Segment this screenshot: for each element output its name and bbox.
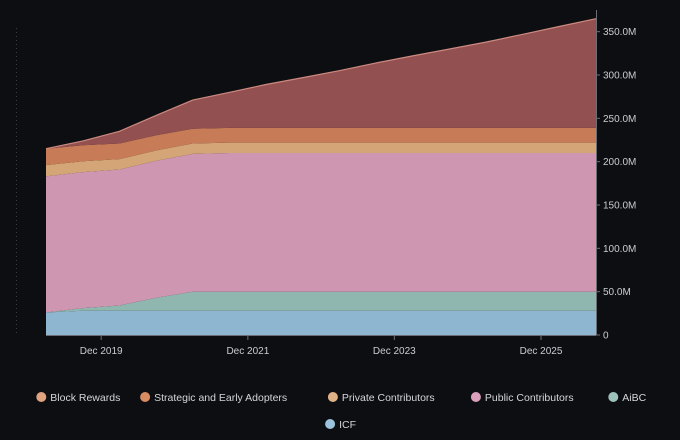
- legend-item-block-rewards[interactable]: Block Rewards: [36, 392, 120, 404]
- x-tick-label: Dec 2021: [226, 346, 269, 357]
- y-tick-label: 0: [603, 331, 609, 342]
- legend-item-aibc[interactable]: AiBC: [608, 392, 647, 404]
- legend-label: AiBC: [622, 392, 646, 404]
- y-tick-label: 350.0M: [603, 27, 636, 38]
- area-private-contributors[interactable]: [46, 142, 596, 177]
- legend-label: Private Contributors: [342, 392, 435, 404]
- legend-label: Strategic and Early Adopters: [154, 392, 287, 404]
- legend-item-icf[interactable]: ICF: [325, 419, 356, 431]
- y-tick-label: 250.0M: [603, 114, 636, 125]
- legend-label: Public Contributors: [485, 392, 574, 404]
- area-aibc[interactable]: [46, 291, 596, 313]
- legend-marker: [470, 392, 481, 402]
- area-block-rewards[interactable]: [46, 18, 596, 149]
- legend-label: Block Rewards: [50, 392, 120, 404]
- area-strategic-and-early-adopters[interactable]: [46, 127, 596, 166]
- x-tick-label: Dec 2019: [80, 346, 123, 357]
- area-icf[interactable]: [46, 310, 596, 335]
- legend-item-public-contributors[interactable]: Public Contributors: [470, 392, 574, 404]
- y-tick-label: 50.0M: [603, 287, 631, 298]
- legend-item-private-contributors[interactable]: Private Contributors: [327, 392, 435, 404]
- legend-item-strategic-and-early-adopters[interactable]: Strategic and Early Adopters: [140, 392, 287, 404]
- y-tick-label: 150.0M: [603, 201, 636, 212]
- legend-marker: [327, 392, 338, 402]
- x-tick-label: Dec 2023: [373, 346, 416, 357]
- legend-label: ICF: [339, 419, 356, 431]
- legend: Block Rewards Strategic and Early Adopter…: [36, 392, 647, 431]
- y-tick-label: 100.0M: [603, 244, 636, 255]
- legend-marker: [325, 419, 336, 429]
- area-public-contributors[interactable]: [46, 153, 596, 313]
- x-tick-label: Dec 2025: [520, 346, 563, 357]
- legend-marker: [36, 392, 47, 402]
- legend-marker: [608, 392, 619, 402]
- y-tick-label: 200.0M: [603, 157, 636, 168]
- axes-group: 0 50.0M 100.0M 150.0M 200.0M 250.0M 300.0M 350.…: [16, 10, 636, 357]
- legend-marker: [140, 392, 151, 402]
- y-tick-label: 300.0M: [603, 71, 636, 82]
- area-series-group: [45, 18, 597, 335]
- stack-top-line: [45, 18, 597, 150]
